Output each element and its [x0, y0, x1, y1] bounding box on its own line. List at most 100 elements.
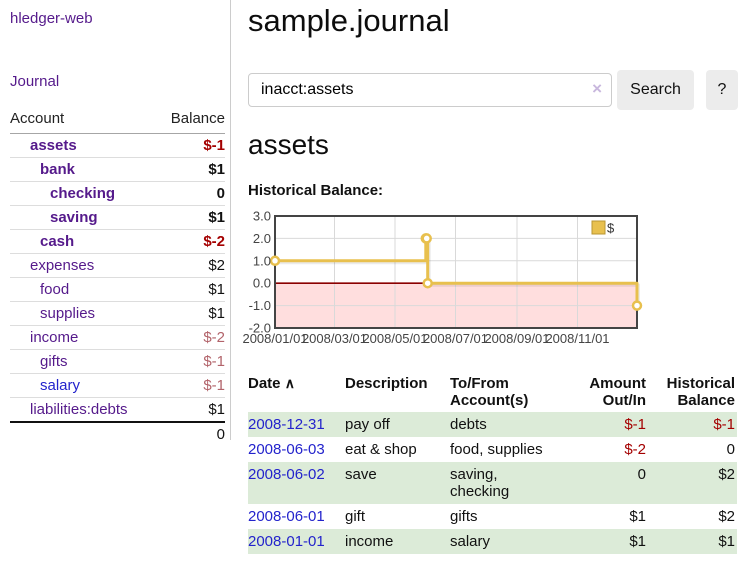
help-button[interactable]: ? [706, 70, 738, 110]
account-link-saving[interactable]: saving [50, 209, 98, 226]
register-accounts-cell: debts [450, 416, 487, 433]
account-row: supplies $1 [10, 301, 225, 326]
account-link-bank[interactable]: bank [40, 161, 76, 178]
chart-canvas: $3.0 2.0 1.0 0.0 -1.0 -2.02008/01/012008/03/0… [242, 209, 643, 346]
journal-link[interactable]: Journal [10, 73, 60, 90]
account-link-income[interactable]: income [30, 329, 79, 346]
y-axis-tick-label: -2.0 [249, 321, 271, 336]
chart-data-point [269, 255, 281, 267]
account-balance: 0 [157, 181, 225, 206]
account-row: saving $1 [10, 205, 225, 230]
register-table: Date ∧ Description To/From Account(s) Am… [248, 372, 737, 554]
register-header-row: Date ∧ Description To/From Account(s) Am… [248, 372, 737, 412]
account-balance: $1 [157, 277, 225, 302]
legend-swatch [591, 220, 606, 235]
register-amount-cell: $-2 [624, 441, 646, 458]
account-row: cash $-2 [10, 229, 225, 254]
register-balance-cell: $-1 [713, 416, 735, 433]
account-row: income $-2 [10, 325, 225, 350]
account-row: gifts $-1 [10, 349, 225, 374]
accounts-total-balance: 0 [157, 421, 225, 446]
accounts-total-row: 0 [10, 421, 225, 446]
account-link-supplies[interactable]: supplies [40, 305, 96, 322]
account-balance: $-1 [157, 349, 225, 374]
register-row: 2008-06-01 gift gifts $1 $2 [248, 504, 737, 529]
register-amount-cell: 0 [637, 466, 646, 483]
account-balance: $1 [157, 301, 225, 326]
account-balance: $-1 [203, 137, 225, 154]
account-row: food $1 [10, 277, 225, 302]
x-axis-tick-label: 2008/05/01 [362, 331, 427, 346]
account-link-cash[interactable]: cash [40, 233, 75, 250]
sidebar: hledger-web Journal Account Balance asse… [0, 0, 231, 446]
transaction-date-link[interactable]: 2008-12-31 [248, 416, 325, 433]
search-input[interactable] [248, 73, 612, 107]
register-header-accounts: To/From Account(s) [450, 375, 529, 409]
chart-data-point [422, 277, 433, 289]
register-description-cell: pay off [345, 416, 390, 433]
account-row: assets $-1 [10, 134, 225, 158]
register-description-cell: save [345, 466, 377, 483]
search-box: × [248, 73, 612, 107]
register-accounts-cell: saving, checking [450, 466, 510, 500]
register-accounts-cell: food, supplies [450, 441, 543, 458]
chart-title: Historical Balance: [248, 182, 384, 199]
account-link-food[interactable]: food [40, 281, 70, 298]
register-header-date[interactable]: Date ∧ [248, 375, 295, 392]
register-description-cell: gift [345, 508, 366, 525]
register-header-amount: Amount Out/In [589, 375, 646, 409]
transaction-date-link[interactable]: 2008-01-01 [248, 533, 325, 550]
y-axis-tick-label: -1.0 [249, 298, 271, 313]
register-row: 2008-12-31 pay off debts $-1 $-1 [248, 412, 737, 437]
register-balance-cell: $1 [718, 533, 735, 550]
register-header-balance: Historical Balance [666, 375, 735, 409]
register-description-cell: eat & shop [345, 441, 417, 458]
account-balance: $1 [157, 397, 225, 422]
sort-ascending-icon: ∧ [284, 375, 295, 391]
search-button[interactable]: Search [617, 70, 694, 110]
register-description-cell: income [345, 533, 394, 550]
x-axis-tick-label: 2008/07/01 [423, 331, 488, 346]
chart-border [274, 215, 638, 329]
account-row: expenses $2 [10, 253, 225, 278]
y-axis-tick-label: 1.0 [253, 253, 271, 268]
register-accounts-cell: salary [450, 533, 491, 550]
clear-search-icon[interactable]: × [592, 79, 602, 98]
account-link-assets[interactable]: assets [30, 137, 77, 154]
transaction-date-link[interactable]: 2008-06-01 [248, 508, 325, 525]
account-heading: assets [248, 129, 329, 160]
y-axis-tick-label: 0.0 [253, 276, 271, 291]
account-row: checking 0 [10, 181, 225, 206]
account-link-gifts[interactable]: gifts [40, 353, 68, 370]
register-amount-cell: $1 [629, 533, 646, 550]
transaction-date-link[interactable]: 2008-06-03 [248, 441, 325, 458]
account-link-checking[interactable]: checking [50, 185, 116, 202]
account-balance: $1 [157, 205, 225, 230]
page-title: sample.journal [248, 3, 450, 38]
chart-data-point [421, 233, 432, 244]
search-bar: × Search ? [248, 70, 738, 110]
main-content: sample.journal × Search ? assets Histori… [242, 0, 738, 554]
account-link-liabilities-debts[interactable]: liabilities:debts [30, 401, 128, 418]
register-row: 2008-01-01 income salary $1 $1 [248, 529, 737, 554]
legend-label: $ [607, 221, 615, 236]
x-axis-tick-label: 2008/03/01 [302, 331, 367, 346]
register-balance-cell: $2 [718, 508, 735, 525]
register-balance-cell: 0 [726, 441, 735, 458]
transaction-date-link[interactable]: 2008-06-02 [248, 466, 325, 483]
account-link-expenses[interactable]: expenses [30, 257, 95, 274]
accounts-header-balance: Balance [157, 106, 225, 134]
register-amount-cell: $-1 [624, 416, 646, 433]
x-axis-tick-label: 2008/01/01 [242, 331, 307, 346]
register-balance-cell: $2 [718, 466, 735, 483]
account-row: bank $1 [10, 157, 225, 182]
x-axis-tick-label: 2008/11/01 [545, 331, 609, 346]
register-date-cell: 2008-06-03 [248, 437, 345, 462]
register-accounts-cell: gifts [450, 508, 478, 525]
register-header-description: Description [345, 375, 428, 392]
register-row: 2008-06-02 save saving, checking 0 $2 [248, 462, 737, 504]
account-link-salary[interactable]: salary [40, 377, 81, 394]
app-title-link[interactable]: hledger-web [10, 10, 93, 27]
register-row: 2008-06-03 eat & shop food, supplies $-2 0 [248, 437, 737, 462]
y-axis-tick-label: 3.0 [253, 209, 271, 224]
